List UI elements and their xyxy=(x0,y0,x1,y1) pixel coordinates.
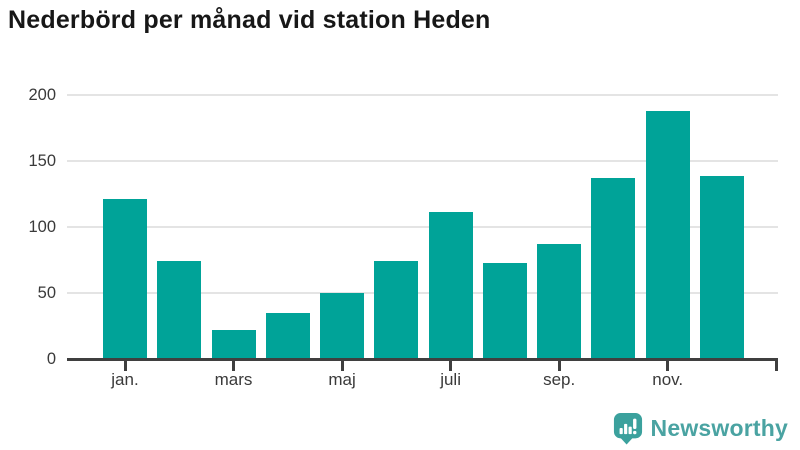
y-tick-label-50: 50 xyxy=(37,284,56,302)
newsworthy-brand-text: Newsworthy xyxy=(650,414,788,441)
x-tick-maj xyxy=(340,361,344,371)
bar-2 xyxy=(211,329,256,359)
bar-1 xyxy=(157,261,202,359)
x-tick-nov. xyxy=(666,361,670,371)
x-tick-jan. xyxy=(123,361,127,371)
gridline-100 xyxy=(67,226,778,228)
bar-8 xyxy=(537,244,582,359)
x-tick-label-juli: juli xyxy=(440,370,461,389)
newsworthy-bubble-chart-icon xyxy=(613,412,642,444)
x-tick-juli xyxy=(449,361,453,371)
x-tick-label-nov.: nov. xyxy=(652,370,684,389)
x-tick-sep. xyxy=(557,361,561,371)
x-axis-endcap xyxy=(775,358,778,371)
x-axis xyxy=(67,358,778,361)
bar-11 xyxy=(699,175,744,359)
x-tick-mars xyxy=(232,361,236,371)
bar-5 xyxy=(374,261,419,359)
bar-3 xyxy=(265,312,310,359)
x-tick-label-jan.: jan. xyxy=(111,370,139,389)
bar-10 xyxy=(645,110,690,359)
y-tick-label-0: 0 xyxy=(46,350,56,368)
x-tick-label-sep.: sep. xyxy=(543,370,576,389)
bar-7 xyxy=(482,262,527,359)
x-tick-label-maj: maj xyxy=(328,370,356,389)
bar-0 xyxy=(103,199,147,359)
bar-9 xyxy=(591,178,636,359)
bar-4 xyxy=(320,293,365,359)
newsworthy-logo: Newsworthy xyxy=(613,410,788,446)
y-tick-label-200: 200 xyxy=(28,86,56,104)
gridline-200 xyxy=(67,94,778,96)
x-tick-label-mars: mars xyxy=(214,370,253,389)
y-tick-label-100: 100 xyxy=(28,218,56,236)
chart-title: Nederbörd per månad vid station Heden xyxy=(8,6,491,34)
bar-6 xyxy=(428,212,473,359)
gridline-50 xyxy=(67,292,778,294)
gridline-150 xyxy=(67,160,778,162)
y-tick-label-150: 150 xyxy=(28,152,56,170)
